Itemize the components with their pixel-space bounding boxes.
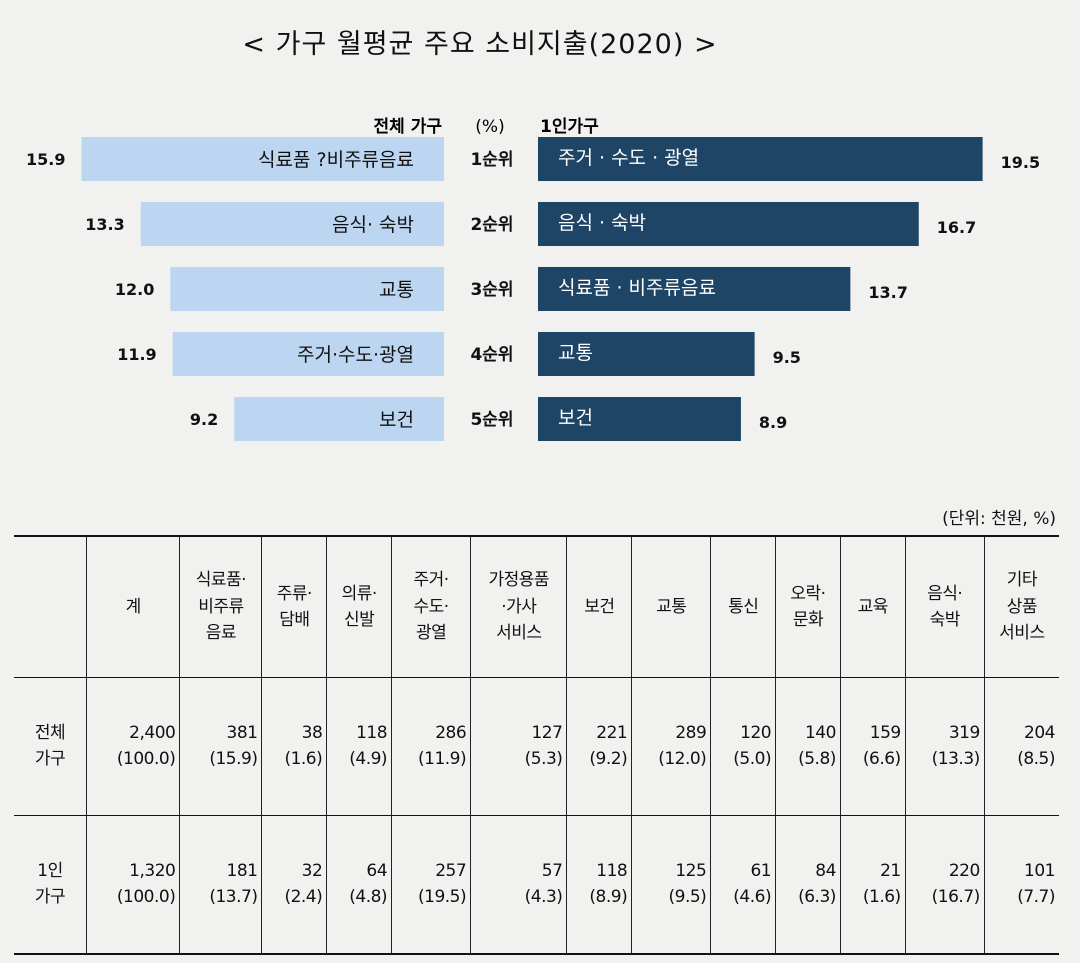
table-corner xyxy=(14,536,87,678)
column-header: 교통 xyxy=(632,536,711,678)
table-cell: 61 (4.6) xyxy=(711,816,776,955)
right-bar-label: 교통 xyxy=(558,342,593,364)
table-cell: 2,400 (100.0) xyxy=(87,678,180,816)
table-cell: 32 (2.4) xyxy=(262,816,327,955)
table-cell: 257 (19.5) xyxy=(392,816,471,955)
table-cell: 286 (11.9) xyxy=(392,678,471,816)
right-bar-label: 식료품 · 비주류음료 xyxy=(558,277,716,299)
table-cell: 159 (6.6) xyxy=(840,678,905,816)
rank-label: 4순위 xyxy=(470,345,513,365)
column-header: 음식· 숙박 xyxy=(905,536,984,678)
column-header: 의류· 신발 xyxy=(327,536,392,678)
table-cell: 221 (9.2) xyxy=(567,678,632,816)
unit-label: (%) xyxy=(475,117,504,137)
column-header: 기타 상품 서비스 xyxy=(984,536,1059,678)
table-cell: 1,320 (100.0) xyxy=(87,816,180,955)
rank-label: 2순위 xyxy=(470,215,513,235)
right-bar-label: 음식 · 숙박 xyxy=(558,212,646,234)
table-cell: 127 (5.3) xyxy=(471,678,567,816)
column-header: 식료품· 비주류 음료 xyxy=(180,536,262,678)
table-cell: 120 (5.0) xyxy=(711,678,776,816)
left-value-label: 15.9 xyxy=(26,150,65,169)
row-header: 전체 가구 xyxy=(14,678,87,816)
column-header: 오락· 문화 xyxy=(776,536,841,678)
rank-label: 1순위 xyxy=(470,150,513,170)
left-bar-label: 주거·수도·광열 xyxy=(297,344,414,366)
table-cell: 38 (1.6) xyxy=(262,678,327,816)
rank-label: 5순위 xyxy=(470,410,513,430)
table-cell: 220 (16.7) xyxy=(905,816,984,955)
spending-table: 계 식료품· 비주류 음료 주류· 담배 의류· 신발 주거· 수도· 광열 가정용품 ·가사 서비스 보건… xyxy=(14,535,1059,955)
table-cell: 181 (13.7) xyxy=(180,816,262,955)
left-value-label: 12.0 xyxy=(115,280,154,299)
table-cell: 57 (4.3) xyxy=(471,816,567,955)
left-bar-label: 보건 xyxy=(379,409,414,431)
rank-label: 3순위 xyxy=(470,280,513,300)
table-cell: 140 (5.8) xyxy=(776,678,841,816)
table-cell: 21 (1.6) xyxy=(840,816,905,955)
table-cell: 118 (8.9) xyxy=(567,816,632,955)
left-value-label: 13.3 xyxy=(85,215,124,234)
table-cell: 381 (15.9) xyxy=(180,678,262,816)
column-header: 주류· 담배 xyxy=(262,536,327,678)
right-bar-label: 주거 · 수도 · 광열 xyxy=(558,147,699,169)
column-header: 통신 xyxy=(711,536,776,678)
right-bar-label: 보건 xyxy=(558,407,593,429)
right-value-label: 13.7 xyxy=(868,283,907,302)
table-unit-note: (단위: 천원, %) xyxy=(942,504,1056,529)
column-header: 가정용품 ·가사 서비스 xyxy=(471,536,567,678)
table-cell: 118 (4.9) xyxy=(327,678,392,816)
left-series-header: 전체 가구 xyxy=(374,117,443,137)
left-bar-label: 식료품 ?비주류음료 xyxy=(258,149,414,171)
left-value-label: 9.2 xyxy=(190,410,218,429)
table-cell: 319 (13.3) xyxy=(905,678,984,816)
right-value-label: 19.5 xyxy=(1001,153,1040,172)
table-cell: 125 (9.5) xyxy=(632,816,711,955)
table-cell: 64 (4.8) xyxy=(327,816,392,955)
column-header: 교육 xyxy=(840,536,905,678)
table-cell: 204 (8.5) xyxy=(984,678,1059,816)
right-value-label: 9.5 xyxy=(773,348,801,367)
column-header: 계 xyxy=(87,536,180,678)
row-header: 1인 가구 xyxy=(14,816,87,955)
left-bar-label: 교통 xyxy=(379,279,414,301)
right-value-label: 16.7 xyxy=(937,218,976,237)
right-series-header: 1인가구 xyxy=(540,117,599,137)
table-cell: 84 (6.3) xyxy=(776,816,841,955)
table-cell: 101 (7.7) xyxy=(984,816,1059,955)
table-row: 전체 가구 2,400 (100.0) 381 (15.9) 38 (1.6) 118 (4.9)… xyxy=(14,678,1059,816)
table-row: 1인 가구 1,320 (100.0) 181 (13.7) 32 (2.4) 64 (4.8) 2… xyxy=(14,816,1059,955)
left-value-label: 11.9 xyxy=(117,345,156,364)
left-bar-label: 음식· 숙박 xyxy=(332,214,414,236)
column-header: 주거· 수도· 광열 xyxy=(392,536,471,678)
table-cell: 289 (12.0) xyxy=(632,678,711,816)
right-value-label: 8.9 xyxy=(759,413,787,432)
column-header: 보건 xyxy=(567,536,632,678)
